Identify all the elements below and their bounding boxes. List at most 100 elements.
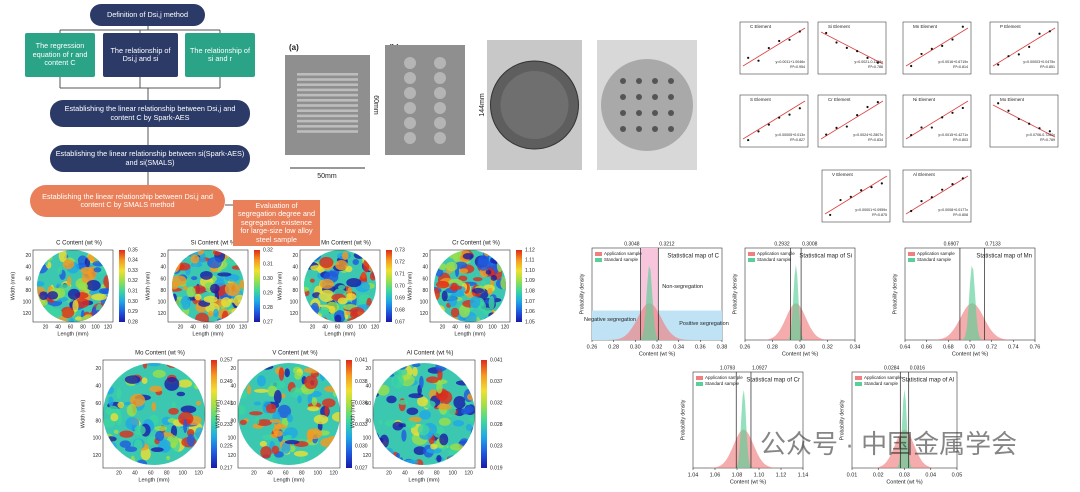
x-tick-label: 20 (43, 324, 49, 330)
marker-label: 1.0793 (720, 365, 736, 371)
heatmap-cell (358, 295, 366, 307)
colorbar (211, 360, 217, 468)
heatmap-cell (66, 276, 72, 286)
colorbar-label: 0.032 (490, 401, 503, 407)
sample-disc (601, 59, 693, 151)
heatmap-cell (253, 457, 265, 465)
plot-frame (237, 359, 341, 469)
y-axis-label: Width (mm) (350, 400, 356, 429)
heatmap-cell (172, 260, 180, 273)
heatmap-cell (488, 312, 496, 319)
heatmap-cell (256, 375, 267, 387)
sample-spot (652, 94, 658, 100)
heatmap-cell (344, 293, 357, 301)
regression-frame (902, 169, 972, 223)
x-tick-label: 1.06 (710, 472, 721, 478)
x-tick-label: 1.10 (754, 472, 765, 478)
heatmap-cell (280, 393, 286, 399)
heatmap-cell (307, 406, 320, 412)
heatmap-cell (195, 427, 205, 439)
heatmap-title: Cr Content (wt %) (452, 241, 500, 247)
heatmap-cell (294, 371, 302, 380)
heatmap-cell (459, 438, 470, 447)
heatmap-cell (116, 387, 122, 399)
heatmap-cell (195, 312, 209, 322)
colorbar-label: 0.68 (395, 307, 405, 313)
legend-label: Standard sample (757, 257, 792, 262)
y-tick-label: 100 (23, 300, 32, 306)
y-tick-label: 80 (292, 288, 298, 294)
marker-label: 0.0316 (910, 365, 926, 371)
regression-equation: y=0.0021-0.1158x (854, 60, 883, 64)
heatmap-cell (217, 272, 232, 277)
density-curve (852, 389, 957, 468)
colorbar-label: 0.69 (395, 295, 405, 301)
heatmap-cell (411, 363, 421, 367)
regression-point (961, 177, 964, 180)
heatmap-cell (253, 401, 262, 406)
legend-label: Standard sample (864, 381, 899, 386)
heatmap-cell (360, 271, 367, 284)
y-tick-label: 80 (230, 418, 236, 424)
colorbar-label: 0.31 (263, 262, 273, 268)
colorbar-label: 0.249 (220, 379, 233, 385)
heatmap-cell (207, 257, 222, 269)
colorbar-label: 0.225 (220, 444, 233, 450)
heatmap-cell (180, 363, 185, 370)
y-tick-label: 100 (290, 300, 299, 306)
heatmap-cell (465, 423, 473, 431)
x-tick-label: 0.76 (1030, 344, 1041, 350)
heatmap-cell (140, 447, 151, 461)
regression-point (1028, 122, 1031, 125)
heatmap-cell (124, 375, 141, 384)
heatmap-cell (307, 393, 313, 404)
annotation: Negative segregation (584, 317, 636, 323)
x-axis-label: Length (mm) (57, 331, 88, 337)
heatmap-cell (152, 369, 166, 378)
sample-spot (620, 110, 626, 116)
x-axis-label: Length (mm) (408, 477, 439, 483)
regression-equation: y=0.0024+0.2807x (853, 133, 883, 137)
x-tick-label: 80 (347, 324, 353, 330)
regression-frame (817, 94, 887, 148)
heatmap-cell (80, 266, 94, 275)
heatmap-cell (151, 401, 157, 412)
heatmap-cell (462, 363, 471, 373)
colorbar-label: 0.033 (355, 422, 368, 428)
density-curve (745, 264, 855, 340)
heatmap-cell (472, 287, 485, 294)
regression-point (1048, 30, 1051, 33)
regression-r2: R²=0.814 (953, 65, 968, 69)
heatmap-cell (37, 281, 45, 287)
heatmap-cell (183, 419, 188, 434)
regression-line (905, 100, 969, 140)
y-tick-label: 80 (95, 418, 101, 424)
heatmap-cell (459, 452, 475, 458)
heatmap-cell (231, 265, 244, 270)
x-tick-label: 60 (203, 324, 209, 330)
y-tick-label: 100 (158, 300, 167, 306)
regression-point (961, 106, 964, 110)
heatmap-cell (447, 455, 457, 463)
x-tick-label: 40 (402, 470, 408, 476)
regression-point (1038, 127, 1041, 130)
sample-spot (652, 110, 658, 116)
sample-spot (434, 102, 446, 114)
heatmap-cell (353, 252, 366, 259)
y-tick-label: 40 (422, 265, 428, 271)
flow-node: Establishing the linear relationship bet… (30, 185, 225, 217)
regression-element: V Element (832, 172, 854, 177)
y-axis-label: Width (mm) (277, 272, 283, 301)
sample-stripe (297, 130, 358, 133)
x-tick-label: 100 (488, 324, 497, 330)
heatmap-cell (382, 454, 391, 465)
heatmap-cell (42, 304, 55, 317)
heatmap-cell (483, 250, 492, 257)
heatmap-cell (86, 280, 101, 291)
y-tick-label: 60 (292, 276, 298, 282)
heatmap-cell (401, 429, 407, 442)
heatmap-cell (107, 441, 118, 456)
y-axis-label: Width (mm) (10, 272, 16, 301)
heatmap-cell (181, 459, 187, 465)
x-tick-label: 120 (501, 324, 510, 330)
